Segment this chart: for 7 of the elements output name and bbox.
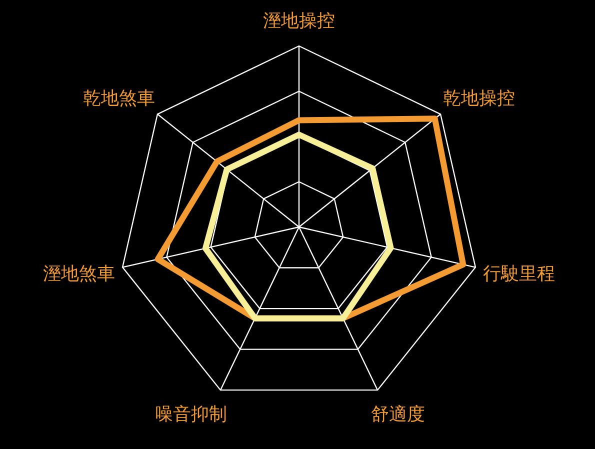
spoke-label: 噪音抑制 (155, 404, 228, 425)
spoke-label: 溼地操控 (263, 10, 335, 32)
spoke-label: 行駛里程 (482, 263, 555, 284)
spoke-label: 乾地煞車 (83, 88, 156, 110)
spoke-label: 乾地操控 (442, 88, 515, 110)
spoke-label: 舒適度 (370, 404, 425, 425)
spoke-label: 溼地煞車 (43, 263, 116, 284)
